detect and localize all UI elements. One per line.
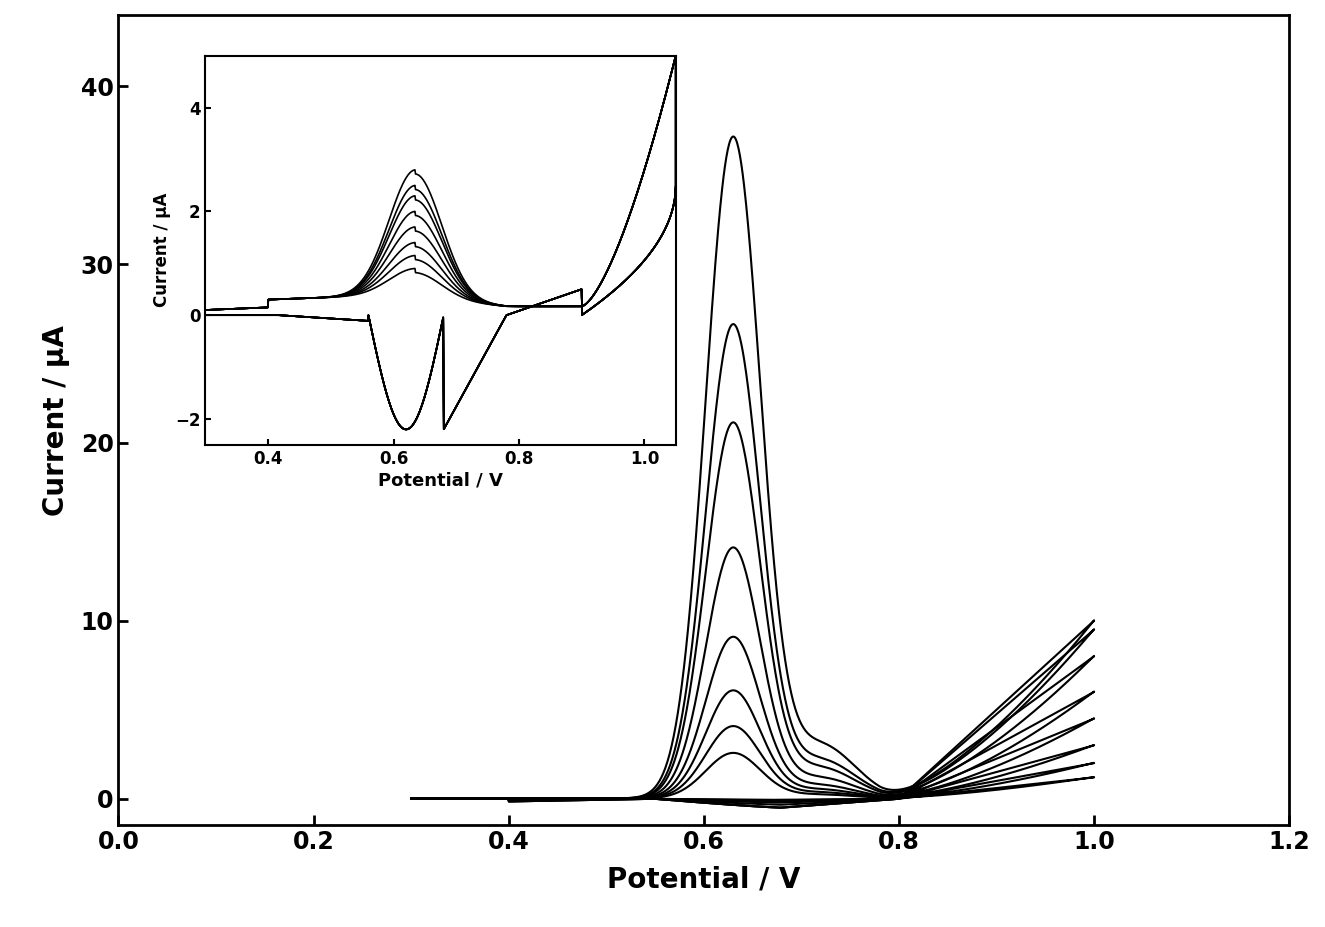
Y-axis label: Current / μA: Current / μA <box>152 193 171 308</box>
Y-axis label: Current / μA: Current / μA <box>41 324 69 515</box>
X-axis label: Potential / V: Potential / V <box>378 472 504 490</box>
X-axis label: Potential / V: Potential / V <box>607 866 800 894</box>
